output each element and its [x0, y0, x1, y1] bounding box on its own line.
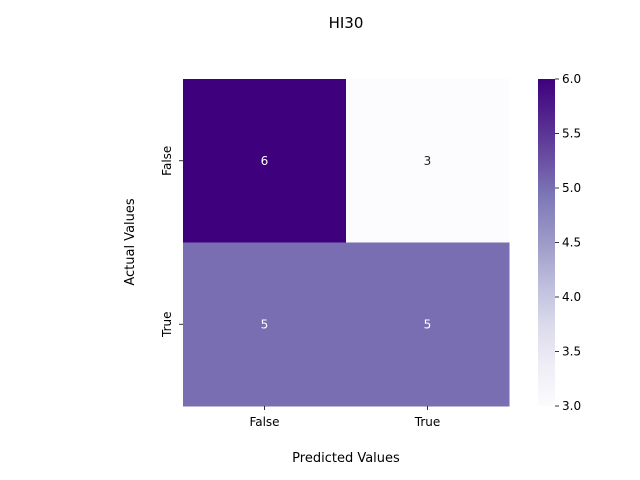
cell-label: 3	[424, 154, 432, 168]
cell-label: 5	[261, 317, 269, 331]
cell-label: 6	[261, 154, 269, 168]
colorbar-tick-label: 6.0	[562, 72, 581, 86]
x-tick-label: False	[249, 415, 279, 429]
colorbar-tick-label: 3.0	[562, 399, 581, 413]
x-axis-label: Predicted Values	[292, 451, 400, 466]
y-axis-label: Actual Values	[123, 198, 138, 286]
heatmap-cell	[346, 242, 510, 407]
heatmap-cell	[346, 79, 510, 243]
colorbar-tick-label: 4.0	[562, 290, 581, 304]
x-tick-label: True	[414, 415, 441, 429]
colorbar	[538, 79, 555, 406]
colorbar-tick-label: 5.0	[562, 181, 581, 195]
y-tick-label: False	[160, 146, 174, 176]
colorbar-tick-label: 3.5	[562, 345, 581, 359]
y-tick-label: True	[160, 312, 174, 339]
heatmap-cell	[183, 242, 347, 407]
cell-label: 5	[424, 317, 432, 331]
chart-title: HI30	[329, 14, 364, 32]
heatmap-cell	[183, 79, 347, 243]
colorbar-tick-label: 4.5	[562, 236, 581, 250]
colorbar-tick-label: 5.5	[562, 127, 581, 141]
